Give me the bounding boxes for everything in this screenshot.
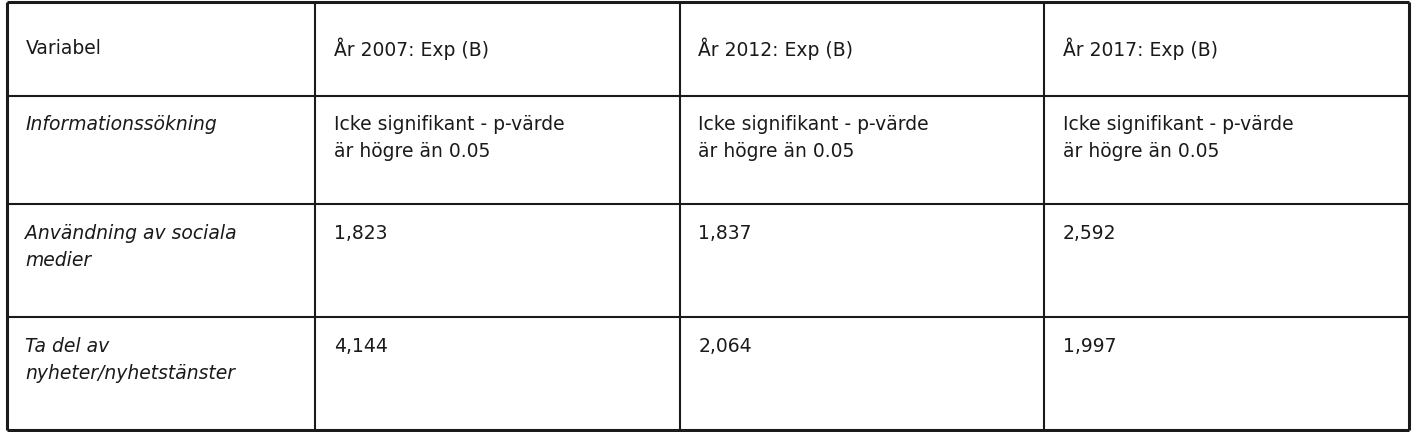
Text: År 2017: Exp (B): År 2017: Exp (B)	[1063, 38, 1218, 60]
Text: Icke signifikant - p-värde
är högre än 0.05: Icke signifikant - p-värde är högre än 0…	[334, 115, 565, 161]
Text: Icke signifikant - p-värde
är högre än 0.05: Icke signifikant - p-värde är högre än 0…	[698, 115, 929, 161]
Text: 4,144: 4,144	[334, 337, 388, 356]
Text: Användning av sociala
medier: Användning av sociala medier	[25, 224, 236, 270]
Text: 2,064: 2,064	[698, 337, 752, 356]
Text: 2,592: 2,592	[1063, 224, 1116, 243]
Text: Ta del av
nyheter/nyhetstänster: Ta del av nyheter/nyhetstänster	[25, 337, 235, 383]
Text: Variabel: Variabel	[25, 39, 102, 58]
Text: Icke signifikant - p-värde
är högre än 0.05: Icke signifikant - p-värde är högre än 0…	[1063, 115, 1293, 161]
Text: 1,997: 1,997	[1063, 337, 1116, 356]
Text: År 2012: Exp (B): År 2012: Exp (B)	[698, 38, 854, 60]
Text: Informationssökning: Informationssökning	[25, 115, 217, 134]
Text: År 2007: Exp (B): År 2007: Exp (B)	[334, 38, 489, 60]
Text: 1,823: 1,823	[334, 224, 388, 243]
Text: 1,837: 1,837	[698, 224, 752, 243]
